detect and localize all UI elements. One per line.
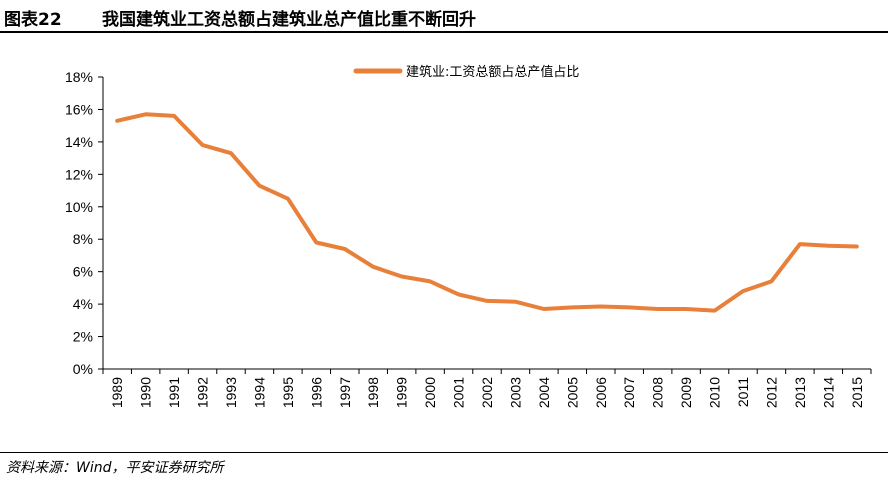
y-tick-label: 14%	[65, 134, 93, 150]
data-point	[657, 308, 659, 310]
data-point	[628, 306, 630, 308]
y-tick-label: 2%	[73, 329, 93, 345]
x-tick-label: 2010	[707, 377, 723, 408]
data-point	[145, 113, 147, 115]
x-tick-label: 2001	[451, 377, 467, 408]
data-point	[714, 310, 716, 312]
title-rule	[0, 31, 888, 33]
data-point	[315, 241, 317, 243]
data-point	[230, 152, 232, 154]
data-point	[770, 280, 772, 282]
axes	[102, 77, 871, 370]
data-point	[514, 301, 516, 303]
y-axis-ticks: 0% 2% 4% 6% 8% 10% 12% 14% 16% 18%	[65, 69, 103, 377]
y-tick-label: 16%	[65, 101, 93, 117]
title-bar: 图表22 我国建筑业工资总额占建筑业总产值比重不断回升	[0, 0, 888, 32]
legend-label: 建筑业:工资总额占总产值占比	[406, 64, 579, 80]
data-point	[458, 293, 460, 295]
figure-label: 图表22	[4, 10, 62, 30]
x-tick-label: 2006	[593, 377, 609, 408]
x-tick-label: 1993	[223, 377, 239, 408]
x-axis-ticks: 1989 1990 1991 1992 1993 1994 1995 1996 1997 1998…	[102, 369, 872, 408]
x-tick-label: 2004	[536, 377, 552, 408]
x-tick-label: 1997	[337, 377, 353, 408]
series-line	[115, 112, 859, 313]
y-tick-label: 6%	[73, 264, 93, 280]
x-tick-label: 2014	[820, 377, 836, 408]
data-point	[258, 185, 260, 187]
data-point	[202, 144, 204, 146]
data-point	[827, 245, 829, 247]
data-point	[600, 306, 602, 308]
x-tick-label: 1995	[280, 377, 296, 408]
x-tick-label: 1989	[109, 377, 125, 408]
y-tick-label: 12%	[65, 166, 93, 182]
x-tick-label: 1996	[308, 377, 324, 408]
data-point	[429, 280, 431, 282]
x-tick-label: 2002	[479, 377, 495, 408]
y-tick-label: 18%	[65, 69, 93, 85]
data-point	[116, 120, 118, 122]
x-tick-label: 1991	[166, 377, 182, 408]
y-tick-label: 4%	[73, 296, 93, 312]
x-tick-label: 2009	[678, 377, 694, 408]
x-tick-label: 2008	[650, 377, 666, 408]
x-tick-label: 1990	[138, 377, 154, 408]
series-layer	[115, 112, 859, 313]
data-point	[571, 306, 573, 308]
figure-title: 我国建筑业工资总额占建筑业总产值比重不断回升	[102, 10, 476, 30]
data-point	[856, 246, 858, 248]
x-tick-label: 2015	[849, 377, 865, 408]
y-tick-label: 0%	[73, 361, 93, 377]
x-tick-label: 2003	[507, 377, 523, 408]
data-point	[685, 308, 687, 310]
x-tick-label: 1998	[365, 377, 381, 408]
x-tick-label: 2005	[564, 377, 580, 408]
data-point	[486, 300, 488, 302]
x-tick-label: 2007	[621, 377, 637, 408]
x-tick-label: 2012	[763, 377, 779, 408]
data-point	[543, 308, 545, 310]
x-tick-label: 1999	[394, 377, 410, 408]
data-point	[401, 276, 403, 278]
y-tick-label: 8%	[73, 231, 93, 247]
x-tick-label: 2000	[422, 377, 438, 408]
data-point	[372, 266, 374, 268]
y-tick-label: 10%	[65, 199, 93, 215]
line-chart: 0%2%4%6%8%10%12%14%16%18% 1989 1990 1991 19…	[65, 64, 872, 408]
x-tick-label: 1992	[195, 377, 211, 408]
data-point	[742, 290, 744, 292]
x-tick-label: 1994	[251, 377, 267, 408]
source-note: 资料来源：Wind，平安证券研究所	[6, 460, 224, 476]
source-rule	[0, 452, 888, 453]
legend: 建筑业:工资总额占总产值占比	[353, 64, 579, 80]
data-point	[799, 243, 801, 245]
data-point	[287, 198, 289, 200]
x-tick-label: 2013	[792, 377, 808, 408]
x-tick-label: 2011	[735, 377, 751, 407]
data-point	[344, 248, 346, 250]
data-point	[173, 115, 175, 117]
